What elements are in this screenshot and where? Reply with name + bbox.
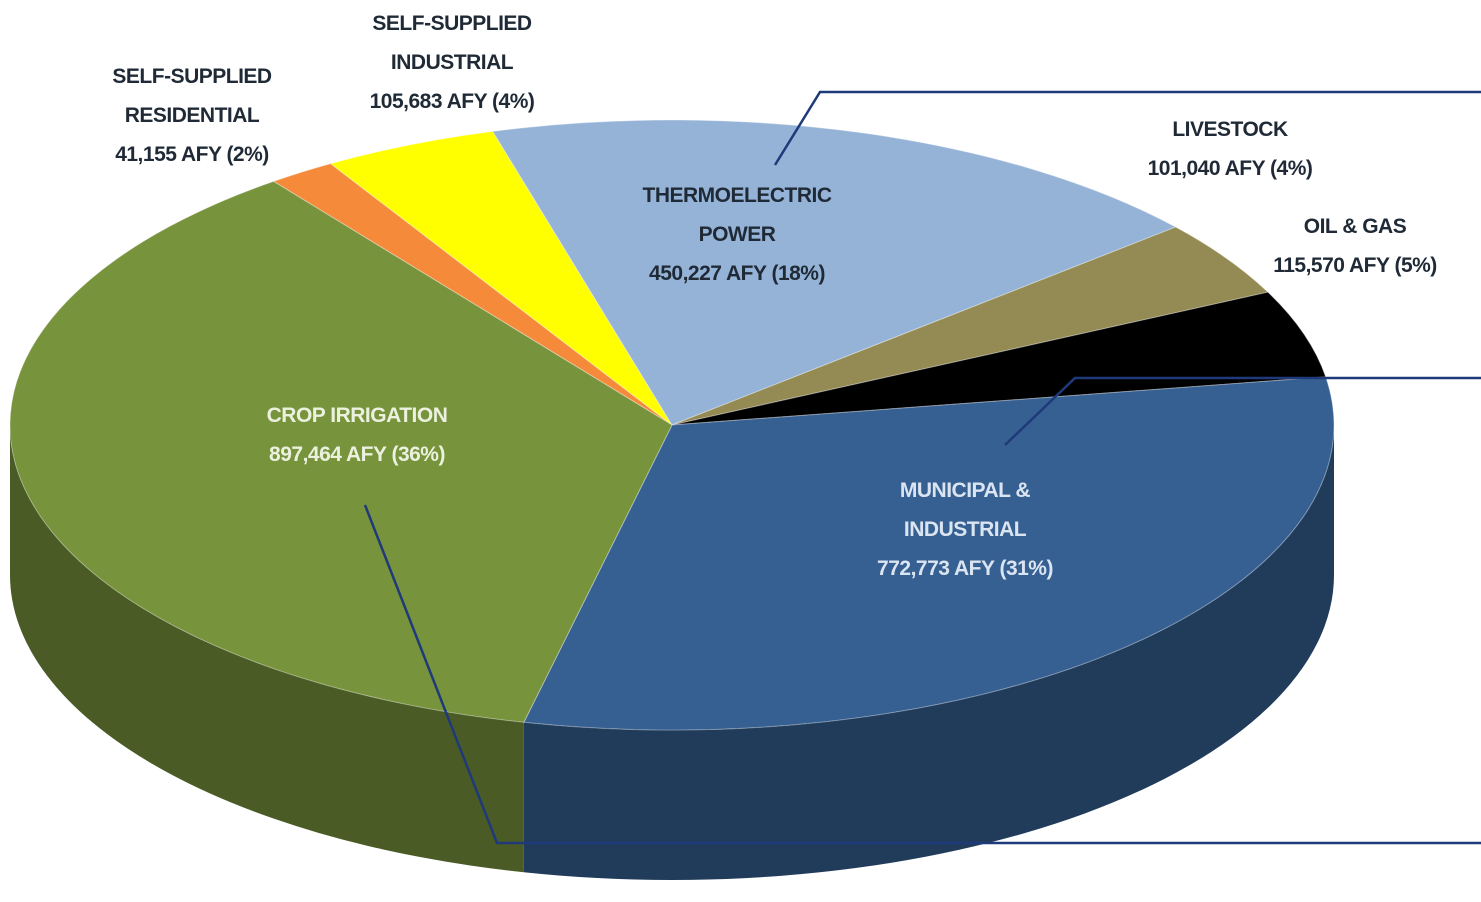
slice: [9, 180, 673, 723]
category-label: OIL & GAS: [1303, 215, 1407, 238]
slice-label: SELF-SUPPLIED RESIDENTIAL 41,155 AFY (2%): [92, 57, 292, 174]
slice: [523, 376, 1335, 731]
slice: [671, 291, 1327, 426]
category-label: CROP IRRIGATION: [266, 404, 448, 427]
category-label: LIVESTOCK: [1172, 118, 1288, 141]
category-label: THERMOELECTRIC POWER: [642, 184, 833, 246]
slice-side: [10, 425, 524, 873]
category-label: SELF-SUPPLIED RESIDENTIAL: [112, 65, 272, 127]
value-label: 41,155 AFY (2%): [115, 143, 269, 166]
slice-label: MUNICIPAL & INDUSTRIAL 772,773 AFY (31%): [865, 471, 1065, 588]
slice-side: [523, 425, 1334, 880]
leader-lines: [363, 90, 1481, 845]
category-label: SELF-SUPPLIED INDUSTRIAL: [372, 12, 532, 74]
value-label: 101,040 AFY (4%): [1147, 157, 1313, 180]
value-label: 115,570 AFY (5%): [1273, 254, 1437, 277]
value-label: 772,773 AFY (31%): [877, 557, 1053, 580]
pie-sides: [10, 425, 1334, 880]
slice-label: LIVESTOCK 101,040 AFY (4%): [1080, 110, 1380, 188]
slice-label: CROP IRRIGATION 897,464 AFY (36%): [207, 396, 507, 474]
slice: [491, 119, 1177, 426]
slice: [671, 226, 1269, 426]
value-label: 105,683 AFY (4%): [369, 90, 535, 113]
slice-label: OIL & GAS 115,570 AFY (5%): [1205, 207, 1481, 285]
category-label: MUNICIPAL & INDUSTRIAL: [899, 479, 1031, 541]
leader-line: [363, 504, 1481, 845]
slice-label: SELF-SUPPLIED INDUSTRIAL 105,683 AFY (4%): [352, 4, 552, 121]
slice-label: THERMOELECTRIC POWER 450,227 AFY (18%): [607, 176, 867, 293]
pie-tops: [9, 119, 1335, 731]
value-label: 450,227 AFY (18%): [649, 262, 825, 285]
leader-line: [773, 90, 1481, 166]
value-label: 897,464 AFY (36%): [269, 443, 445, 466]
slice: [329, 130, 673, 426]
leader-line: [1004, 376, 1481, 446]
slice: [272, 163, 673, 426]
